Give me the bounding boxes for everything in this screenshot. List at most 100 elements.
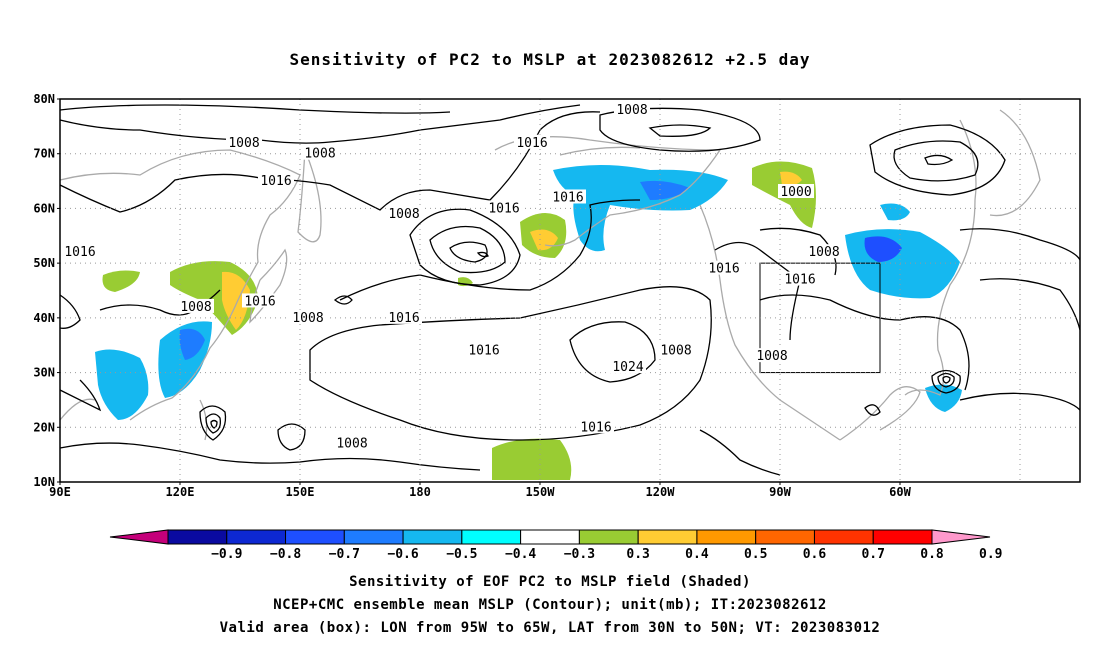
contour-hurricane-outer: [931, 369, 961, 394]
coast-greenland: [989, 109, 1041, 217]
coast-japan: [249, 248, 288, 324]
contour-bering-core: [476, 251, 489, 258]
lat-label: 10N: [33, 475, 55, 489]
lon-label: 120W: [646, 485, 676, 499]
shade-negative-southchina: [95, 349, 149, 420]
contour-hurricane-mid: [937, 372, 955, 388]
colorbar-label: −0.9: [211, 547, 242, 562]
shade-positive-canada-core: [780, 171, 802, 186]
colorbar-segment: [872, 529, 933, 545]
colorbar-segment: [520, 529, 580, 545]
contour-label: 1016: [784, 273, 815, 288]
shade-positive-korea-core: [222, 271, 250, 330]
coast-gulf: [839, 386, 921, 441]
shade-negative-greatlakes-core: [864, 236, 902, 262]
lon-label: 60W: [889, 485, 911, 499]
colorbar-label: −0.4: [505, 547, 536, 562]
contour-southwest: [59, 379, 102, 412]
contour-label-bg: [466, 342, 502, 357]
lat-label: 20N: [33, 420, 55, 434]
colorbar-segment: [226, 529, 287, 545]
contour-1000-low-outer: [869, 124, 1006, 196]
contour-label-bg: [302, 145, 338, 160]
lon-label: 120E: [166, 485, 195, 499]
colorbar-segment: [578, 529, 639, 545]
colorbar-segment: [402, 529, 463, 545]
contour-label: 1008: [292, 311, 323, 326]
contour-1008-bering-low-mid: [429, 225, 506, 274]
shade-negative-alaska-core: [640, 180, 690, 200]
contour-typhoon-inner: [210, 419, 218, 429]
colorbar-label: −0.8: [270, 547, 301, 562]
contour-label: 1016: [488, 201, 519, 216]
lat-label: 50N: [33, 256, 55, 270]
colorbar-segment: [343, 529, 404, 545]
lon-label: 150W: [526, 485, 556, 499]
contour-label: 1008: [808, 245, 839, 260]
lat-lon-grid: [60, 99, 1080, 482]
contour-label-bg: [706, 260, 742, 275]
sensitivity-shading: [95, 161, 962, 480]
colorbar-label: 0.9: [979, 547, 1002, 562]
contour-label-bg: [754, 348, 790, 363]
shade-negative-greatlakes: [845, 229, 960, 299]
contour-typhoon-outer: [199, 405, 227, 441]
mslp-contours: [59, 104, 1081, 476]
shade-positive-manchuria: [102, 270, 140, 292]
colorbar-segment: [461, 529, 522, 545]
colorbar-label: 0.4: [685, 547, 709, 562]
contour-1016-north-asia: [59, 111, 601, 213]
contour-label: 1016: [388, 311, 419, 326]
contour-label-bg: [778, 184, 814, 199]
shade-positive-bering-core: [530, 229, 558, 251]
contour-small-high: [333, 295, 353, 305]
contour-label-bg: [658, 342, 694, 357]
contour-label: 1000: [780, 185, 811, 200]
lat-label: 80N: [33, 92, 55, 106]
lon-label: 180: [409, 485, 431, 499]
contour-south-1: [59, 442, 481, 471]
contour-label-bg: [550, 189, 586, 204]
colorbar-label: −0.6: [387, 547, 418, 562]
colorbar-segment: [696, 529, 757, 545]
contour-label-bg: [614, 101, 650, 116]
colorbar-label: 0.6: [803, 547, 827, 562]
latitude-labels: 80N 70N 60N 50N 40N 30N 20N 10N: [33, 92, 60, 489]
colorbar-segment: [637, 529, 698, 545]
contour-small-east-1: [864, 404, 881, 416]
caption-shaded: Sensitivity of EOF PC2 to MSLP field (Sh…: [349, 574, 751, 590]
contour-label: 1016: [708, 262, 739, 277]
caption-valid-area: Valid area (box): LON from 95W to 65W, L…: [219, 620, 881, 636]
contour-1000-low-mid: [893, 140, 979, 182]
longitude-labels: 90E 120E 150E 180 150W 120W 90W 60W: [49, 482, 912, 499]
contour-1016-subtropics: [959, 392, 1081, 411]
contour-1008-arctic-high: [599, 107, 761, 152]
lon-label: 90W: [769, 485, 791, 499]
colorbar-segment: [285, 529, 345, 545]
coastlines: [59, 109, 1041, 441]
colorbar-label: −0.7: [329, 547, 360, 562]
contour-label: 1016: [260, 174, 291, 189]
lat-label: 60N: [33, 201, 55, 215]
colorbar-label: 0.5: [744, 547, 767, 562]
contour-label-bg: [486, 200, 522, 215]
contour-label-bg: [578, 419, 614, 434]
contour-label-bg: [514, 134, 550, 149]
contour-label-bg: [62, 244, 98, 259]
shade-negative-yangtze-core: [179, 328, 205, 360]
contour-label: 1016: [64, 245, 95, 260]
contour-label: 1016: [552, 190, 583, 205]
colorbar-segment: [167, 529, 228, 545]
contour-label: 1016: [516, 136, 547, 151]
coast-kamchatka: [297, 149, 322, 243]
contour-label: 1008: [228, 136, 259, 151]
contour-label-bg: [610, 359, 646, 374]
colorbar-left-arrow: [109, 529, 169, 545]
map-frame: [59, 98, 1081, 483]
contour-west-pacific-low: [277, 423, 306, 451]
coast-asia-east: [59, 149, 301, 421]
contour-label: 1008: [388, 207, 419, 222]
contour-label: 1016: [580, 420, 611, 435]
contour-label: 1008: [756, 349, 787, 364]
